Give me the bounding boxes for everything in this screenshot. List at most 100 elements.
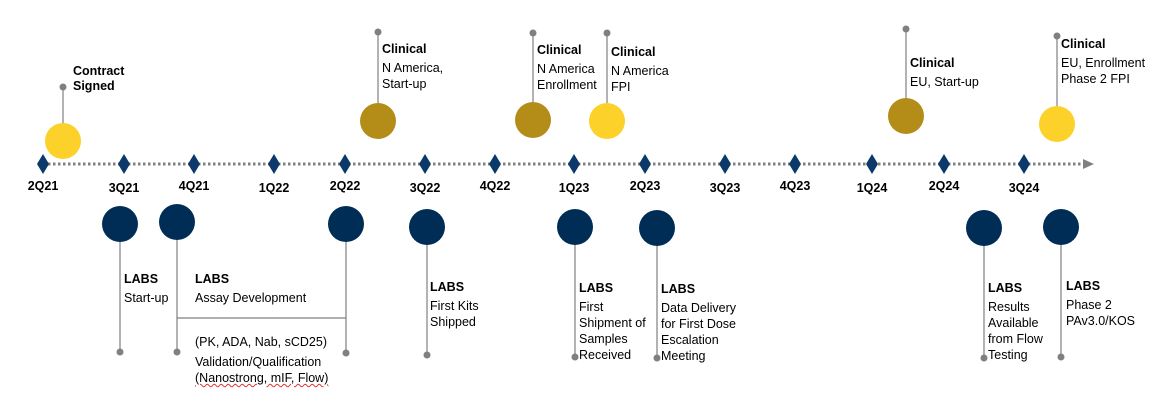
event-text: Data Delivery <box>661 301 737 315</box>
stem-dot-icon <box>374 28 382 36</box>
event-label: LABS Phase 2 PAv3.0/KOS <box>1066 278 1135 329</box>
event-text: Phase 2 <box>1066 298 1112 312</box>
stem-dot-icon <box>116 348 124 356</box>
event-label: Clinical EU, Start-up <box>910 55 979 90</box>
stem-dot-icon <box>342 349 350 357</box>
event-title: Clinical <box>1061 37 1106 51</box>
quarter-diamond-icon <box>188 154 200 174</box>
event-text: PAv3.0/KOS <box>1066 314 1136 328</box>
event-title: Clinical <box>611 45 656 59</box>
event-text: Validation/Qualification <box>195 355 322 369</box>
quarter-diamond-icon <box>1018 154 1030 174</box>
quarter-diamond-icon <box>339 154 351 174</box>
quarter-diamond-icon <box>419 154 431 174</box>
event-label: LABS First Shipment of Samples Received <box>579 280 646 363</box>
milestone-circle <box>557 209 593 245</box>
event-text: Samples <box>579 332 628 346</box>
milestone-circle <box>328 206 364 242</box>
event-label: LABS Assay Development <box>195 271 306 306</box>
stem-dot-icon <box>902 25 910 33</box>
event-text: Enrollment <box>537 78 597 92</box>
event-label: Clinical N America, Start-up <box>382 41 443 92</box>
milestone-circle <box>102 206 138 242</box>
quarter-label: 2Q21 <box>27 179 59 193</box>
stem-dot-icon <box>1053 32 1061 40</box>
stem-dot-icon <box>529 29 537 37</box>
quarter-diamond-icon <box>268 154 280 174</box>
quarter-diamond-icon <box>37 154 49 174</box>
event-label: LABS First Kits Shipped <box>430 279 479 330</box>
stem-dot-icon <box>423 351 431 359</box>
quarter-label: 1Q22 <box>258 181 290 195</box>
assay-detail: (PK, ADA, Nab, sCD25) Validation/Qualific… <box>195 334 328 386</box>
event-text: First Kits <box>430 299 479 313</box>
event-text: Phase 2 FPI <box>1061 72 1130 86</box>
event-text: Start-up <box>382 77 427 91</box>
quarter-label: 3Q24 <box>1008 181 1040 195</box>
quarter-diamond-icon <box>118 154 130 174</box>
event-label: LABS Results Available from Flow Testing <box>988 280 1043 363</box>
event-label: Clinical N America FPI <box>611 44 669 95</box>
stem-dot-icon <box>603 29 611 37</box>
milestone-circle <box>360 103 396 139</box>
event-title: LABS <box>124 272 159 286</box>
quarter-diamond-icon <box>938 154 950 174</box>
event-title: LABS <box>579 281 614 295</box>
event-title: LABS <box>988 281 1023 295</box>
event-text: First <box>579 300 604 314</box>
event-text: Results <box>988 300 1030 314</box>
milestone-circle <box>639 210 675 246</box>
event-text: Shipment of <box>579 316 646 330</box>
quarter-label: 3Q21 <box>108 181 140 195</box>
stem-dot-icon <box>571 353 579 361</box>
quarter-label: 1Q24 <box>856 181 888 195</box>
milestone-circle <box>1043 209 1079 245</box>
stem-dot-icon <box>980 354 988 362</box>
event-text: Assay Development <box>195 291 307 305</box>
event-label: Clinical N America Enrollment <box>537 42 597 93</box>
quarter-label: 3Q23 <box>709 181 741 195</box>
event-label: LABS Data Delivery for First Dose Escalatio… <box>661 281 736 364</box>
quarter-label: 4Q22 <box>479 179 511 193</box>
event-text: (Nanostrong, mIF, Flow) <box>195 371 329 385</box>
event-text: Shipped <box>430 315 476 329</box>
event-text: FPI <box>611 80 631 94</box>
event-title: LABS <box>661 282 696 296</box>
quarter-label: 2Q24 <box>928 179 960 193</box>
milestone-circle <box>515 102 551 138</box>
event-title: Clinical <box>910 56 955 70</box>
event-text: EU, Start-up <box>910 75 979 89</box>
event-text: Available <box>988 316 1039 330</box>
event-text: from Flow <box>988 332 1043 346</box>
quarter-diamond-icon <box>866 154 878 174</box>
event-label: Clinical EU, Enrollment Phase 2 FPI <box>1061 36 1145 87</box>
quarter-diamond-icon <box>719 154 731 174</box>
quarter-label: 2Q23 <box>629 179 661 193</box>
stem-dot-icon <box>653 354 661 362</box>
milestone-circle <box>589 103 625 139</box>
event-text: Testing <box>988 348 1028 362</box>
stem-dot-icon <box>173 348 181 356</box>
event-text: (PK, ADA, Nab, sCD25) <box>195 335 327 349</box>
event-text: for First Dose <box>661 317 737 331</box>
quarter-diamond-icon <box>789 154 801 174</box>
event-text: N America <box>537 62 595 76</box>
milestone-circle <box>409 209 445 245</box>
quarter-label: 4Q23 <box>779 179 811 193</box>
milestone-circle <box>1039 106 1075 142</box>
event-text: Meeting <box>661 349 706 363</box>
milestone-circle <box>966 210 1002 246</box>
milestone-circle <box>159 204 195 240</box>
quarter-label: 1Q23 <box>558 181 590 195</box>
quarter-label: 3Q22 <box>409 181 441 195</box>
milestone-circle <box>888 98 924 134</box>
event-text: Start-up <box>124 291 169 305</box>
event-title: LABS <box>430 280 465 294</box>
stem-dot-icon <box>1057 353 1065 361</box>
milestone-circle <box>45 123 81 159</box>
event-label: LABS Start-up <box>124 271 168 306</box>
quarter-diamond-icon <box>568 154 580 174</box>
event-label: Contract Signed <box>73 64 143 97</box>
